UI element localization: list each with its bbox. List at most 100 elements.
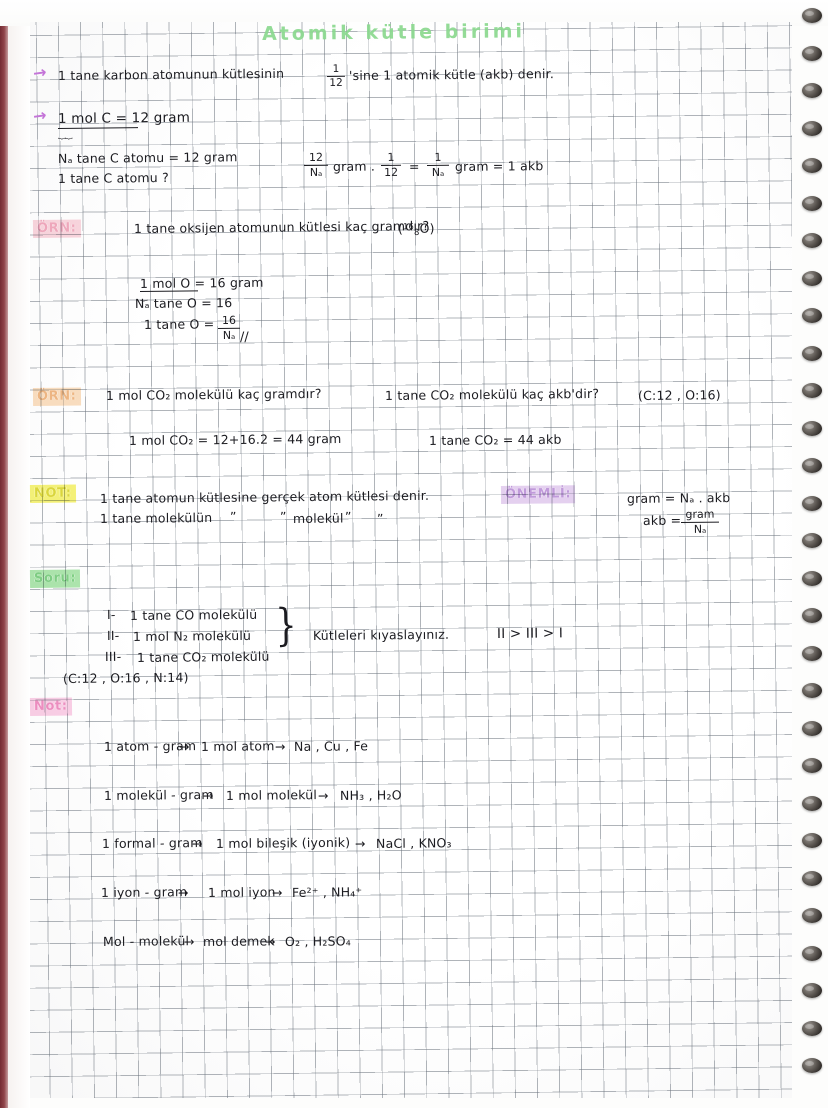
carbon-formula-frac2: 1 12: [380, 150, 402, 179]
page-top-margin: [0, 0, 828, 26]
spiral-ring: [802, 983, 822, 998]
co2-question-left: 1 mol CO₂ molekülü kaç gramdır?: [105, 385, 322, 403]
note-real-mass-line2b: molekül: [292, 510, 344, 526]
spiral-ring: [802, 683, 822, 698]
gram-term-examples-3: NaCl , KNO₃: [375, 835, 452, 851]
page-title: Atomik kütle birimi: [261, 20, 526, 45]
gram-term-arrow2-3: →: [354, 835, 366, 851]
spiral-ring: [802, 720, 822, 736]
spiral-ring: [802, 8, 822, 23]
gram-term-arrow-2: →: [202, 787, 214, 803]
definition-text-part1: 1 tane karbon atomunun kütlesinin: [57, 65, 285, 83]
spiral-ring: [802, 1058, 822, 1073]
gram-term-arrow2-4: →: [271, 884, 283, 900]
label-orn-oxygen: ÖRN:: [32, 219, 81, 238]
carbon-derivation-line1: Nₐ tane C atomu = 12 gram: [57, 149, 238, 166]
oxy-frac-den: Nₐ: [222, 328, 236, 342]
label-not-real-mass: NOT:: [29, 484, 76, 503]
gram-term-arrow-1: →: [178, 738, 190, 754]
spiral-ring: [802, 1020, 822, 1036]
compare-given-masses: (C:12 , O:16 , N:14): [62, 669, 189, 686]
carbon-formula-frac3: 1 Nₐ: [426, 150, 450, 179]
frac1-den: Nₐ: [309, 165, 323, 179]
gram-term-arrow-4: →: [177, 884, 189, 900]
spiral-ring: [802, 45, 822, 61]
definition-fraction: 1 12: [326, 63, 346, 90]
oxygen-step1: 1 mol O = 16 gram: [139, 274, 264, 291]
spiral-ring: [802, 758, 822, 773]
frac1-num: 12: [308, 150, 323, 164]
arrow-bullet-icon: →: [31, 62, 48, 83]
compare-item-roman-3: III-: [104, 648, 122, 664]
spiral-ring: [802, 383, 822, 398]
fraction-denominator: 12: [329, 77, 343, 90]
gram-term-arrow-3: →: [191, 835, 203, 851]
spiral-ring: [802, 533, 822, 548]
note-ditto-mark-4: ”: [376, 510, 384, 526]
oxy-frac-num: 16: [221, 313, 236, 327]
compare-answer: II > III > I: [496, 625, 564, 642]
oxygen-step3-fraction: 16 Nₐ: [217, 313, 241, 342]
spiral-ring: [802, 158, 822, 173]
spiral-ring: [802, 458, 822, 473]
co2-given-masses: (C:12 , O:16): [637, 387, 721, 403]
frac3-num: 1: [434, 150, 442, 164]
note-ditto-mark-1: ”: [229, 508, 237, 524]
definition-text-part2: 'sine 1 atomik kütle (akb) denir.: [348, 66, 555, 83]
mol-carbon-statement: 1 mol C = 12 gram: [57, 109, 191, 127]
co2-answer-right: 1 tane CO₂ = 44 akb: [428, 431, 562, 448]
gram-term-arrow2-2: →: [317, 787, 329, 803]
important-formula-2-fraction: gram Nₐ: [680, 507, 720, 536]
spiral-ring: [802, 495, 822, 511]
gram-term-arrow2-1: →: [274, 738, 286, 754]
label-orn-co2: ÖRN:: [32, 387, 81, 406]
spiral-ring: [802, 908, 822, 923]
gram-term-arrow-5: →: [183, 933, 195, 949]
spiral-ring: [802, 308, 822, 323]
note-real-mass-line2a: 1 tane molekülün: [99, 509, 213, 526]
isotope-symbol: O: [419, 220, 430, 236]
oxygen-step2: Nₐ tane O = 16: [134, 295, 233, 311]
carbon-formula-equals: =: [408, 158, 420, 174]
compare-item-text-1: 1 tane CO molekülü: [129, 606, 258, 623]
label-not-gram-terms: Not:: [29, 697, 72, 716]
gram-term-left-4: 1 iyon - gram: [100, 884, 188, 900]
page-left-margin: [8, 0, 30, 1108]
gram-term-examples-1: Na , Cu , Fe: [293, 738, 369, 754]
spiral-ring: [802, 608, 822, 623]
compare-instruction: Kütleleri kıyaslayınız.: [312, 626, 450, 643]
gram-term-examples-5: O₂ , H₂SO₄: [284, 933, 352, 949]
oxygen-isotope: (168O): [397, 220, 435, 238]
gram-term-mid-3: 1 mol bileşik (iyonik): [215, 834, 351, 851]
gram-term-left-3: 1 formal - gram: [101, 835, 203, 851]
compare-item-roman-2: II-: [106, 627, 120, 643]
frac2-den: 12: [384, 165, 399, 179]
spiral-ring: [802, 345, 822, 361]
important-formula-2-lhs: akb =: [642, 512, 682, 528]
carbon-derivation-line2: 1 tane C atomu ?: [57, 169, 169, 186]
label-soru: Soru:: [29, 569, 81, 588]
oxygen-answer-slashes: //: [239, 329, 249, 346]
spiral-ring: [802, 833, 822, 848]
spiral-ring: [802, 195, 822, 211]
compare-item-roman-1: I-: [106, 606, 116, 622]
gram-term-left-5: Mol - molekül: [102, 933, 190, 949]
frac2-num: 1: [387, 150, 395, 164]
gram-term-left-2: 1 molekül - gram: [103, 786, 214, 803]
co2-answer-left: 1 mol CO₂ = 12+16.2 = 44 gram: [128, 430, 342, 448]
frac3-den: Nₐ: [431, 165, 445, 179]
gram-term-mid-2: 1 mol molekül: [225, 787, 318, 803]
spiral-ring: [802, 270, 822, 286]
imp-frac-den: Nₐ: [693, 522, 707, 536]
co2-question-right: 1 tane CO₂ molekülü kaç akb'dir?: [384, 385, 600, 403]
spiral-ring: [802, 83, 822, 98]
compare-item-text-2: 1 mol N₂ molekülü: [132, 627, 252, 644]
isotope-mass-number: 16: [402, 221, 414, 232]
gram-term-arrow2-5: →: [264, 933, 276, 949]
carbon-formula-tail: gram = 1 akb: [454, 158, 544, 174]
oxygen-question: 1 tane oksijen atomunun kütlesi kaç gram…: [133, 218, 430, 236]
imp-frac-num: gram: [685, 507, 715, 521]
spiral-ring: [802, 570, 822, 586]
gram-term-examples-2: NH₃ , H₂O: [339, 787, 402, 803]
